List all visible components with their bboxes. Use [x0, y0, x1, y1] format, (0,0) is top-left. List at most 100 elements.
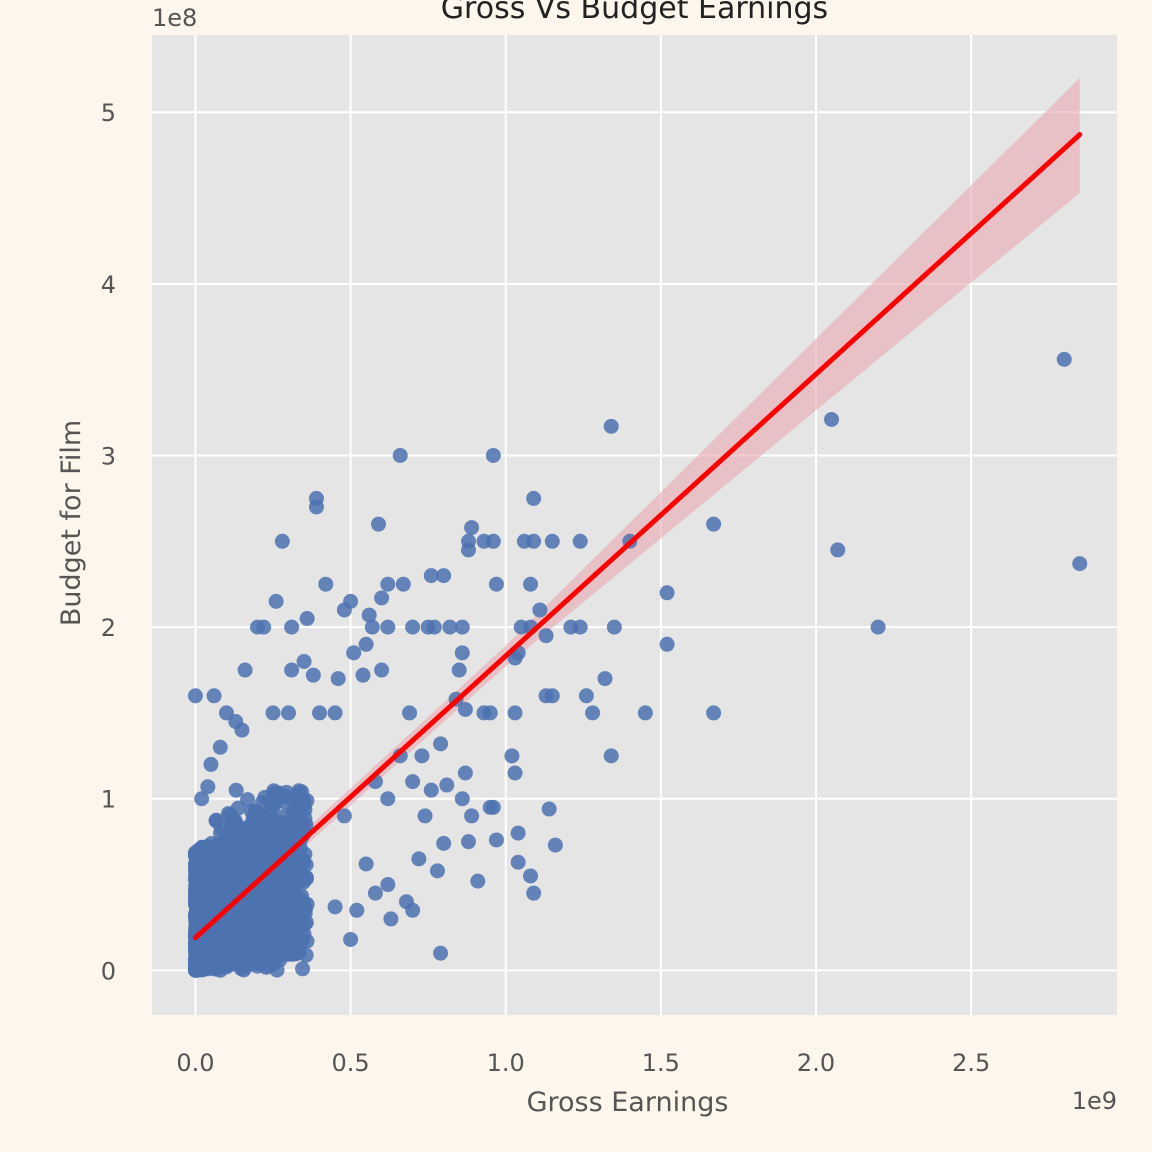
- data-point: [488, 832, 504, 848]
- y-tick-label: 1: [101, 786, 116, 814]
- data-point: [374, 662, 390, 678]
- cluster-point: [216, 931, 232, 947]
- data-point: [405, 774, 421, 790]
- data-point: [284, 619, 300, 635]
- cluster-point: [228, 782, 244, 798]
- data-point: [336, 602, 352, 618]
- data-point: [460, 834, 476, 850]
- data-point: [830, 542, 846, 558]
- data-point: [380, 791, 396, 807]
- cluster-point: [264, 836, 280, 852]
- data-point: [470, 873, 486, 889]
- y-axis-offset-label: 1e8: [152, 4, 197, 32]
- data-point: [423, 782, 439, 798]
- data-point: [532, 602, 548, 618]
- data-point: [296, 653, 312, 669]
- data-point: [637, 705, 653, 721]
- cluster-point: [193, 914, 209, 930]
- x-tick-label: 0.5: [331, 1049, 369, 1077]
- cluster-point: [248, 803, 264, 819]
- data-point: [364, 619, 380, 635]
- data-point: [606, 619, 622, 635]
- cluster-point: [256, 815, 272, 831]
- cluster-point: [232, 931, 248, 947]
- data-point: [305, 667, 321, 683]
- data-point: [523, 576, 539, 592]
- data-point: [578, 688, 594, 704]
- data-point: [426, 619, 442, 635]
- data-point: [423, 568, 439, 584]
- cluster-point: [247, 925, 263, 941]
- data-point: [194, 791, 210, 807]
- data-point: [234, 722, 250, 738]
- data-point: [433, 736, 449, 752]
- data-point: [411, 851, 427, 867]
- x-tick-label: 1.0: [487, 1049, 525, 1077]
- data-point: [249, 619, 265, 635]
- data-point: [380, 619, 396, 635]
- data-point: [336, 808, 352, 824]
- confidence-band: [195, 77, 1080, 945]
- data-point: [870, 619, 886, 635]
- data-point: [349, 902, 365, 918]
- data-point: [237, 662, 253, 678]
- data-point: [405, 619, 421, 635]
- x-tick-label: 1.5: [642, 1049, 680, 1077]
- data-point: [402, 705, 418, 721]
- data-point: [454, 645, 470, 661]
- cluster-point: [239, 821, 255, 837]
- data-point: [706, 516, 722, 532]
- cluster-point: [279, 865, 295, 881]
- regression-ci-band: [195, 77, 1080, 945]
- y-axis-label: Budget for Film: [56, 420, 87, 626]
- data-point: [327, 705, 343, 721]
- data-point: [330, 671, 346, 687]
- data-point: [281, 705, 297, 721]
- cluster-point: [189, 959, 205, 975]
- data-point: [460, 542, 476, 558]
- data-point: [206, 688, 222, 704]
- data-point: [510, 854, 526, 870]
- data-point: [380, 877, 396, 893]
- cluster-point: [227, 851, 243, 867]
- data-point: [597, 671, 613, 687]
- cluster-point: [208, 948, 224, 964]
- data-point: [706, 705, 722, 721]
- data-point: [439, 777, 455, 793]
- tick-labels: 0.0 0.5 1.0 1.5 2.0 2.5 0 1 2 3 4 5: [101, 99, 991, 1077]
- cluster-point: [210, 873, 226, 889]
- data-point: [510, 825, 526, 841]
- data-point: [343, 931, 359, 947]
- data-point: [659, 636, 675, 652]
- y-tick-label: 5: [101, 99, 116, 127]
- data-point: [526, 490, 542, 506]
- y-tick-label: 0: [101, 957, 116, 985]
- data-point: [603, 418, 619, 434]
- cluster-point: [193, 871, 209, 887]
- data-point: [429, 863, 445, 879]
- data-point: [265, 705, 281, 721]
- data-point: [371, 516, 387, 532]
- cluster-point: [215, 918, 231, 934]
- data-point: [547, 837, 563, 853]
- data-point: [488, 576, 504, 592]
- y-tick-label: 2: [101, 614, 116, 642]
- cluster-point: [297, 901, 313, 917]
- data-point: [482, 799, 498, 815]
- data-point: [507, 765, 523, 781]
- cluster-point: [212, 884, 228, 900]
- data-point: [392, 447, 408, 463]
- data-point: [318, 576, 334, 592]
- data-point: [538, 628, 554, 644]
- data-point: [380, 576, 396, 592]
- y-tick-label: 3: [101, 442, 116, 470]
- regression-line-group: [192, 132, 1083, 941]
- x-tick-label: 2.0: [797, 1049, 835, 1077]
- data-point: [603, 748, 619, 764]
- data-point: [507, 705, 523, 721]
- data-point: [476, 533, 492, 549]
- data-point: [457, 702, 473, 718]
- data-point: [585, 705, 601, 721]
- data-point: [457, 765, 473, 781]
